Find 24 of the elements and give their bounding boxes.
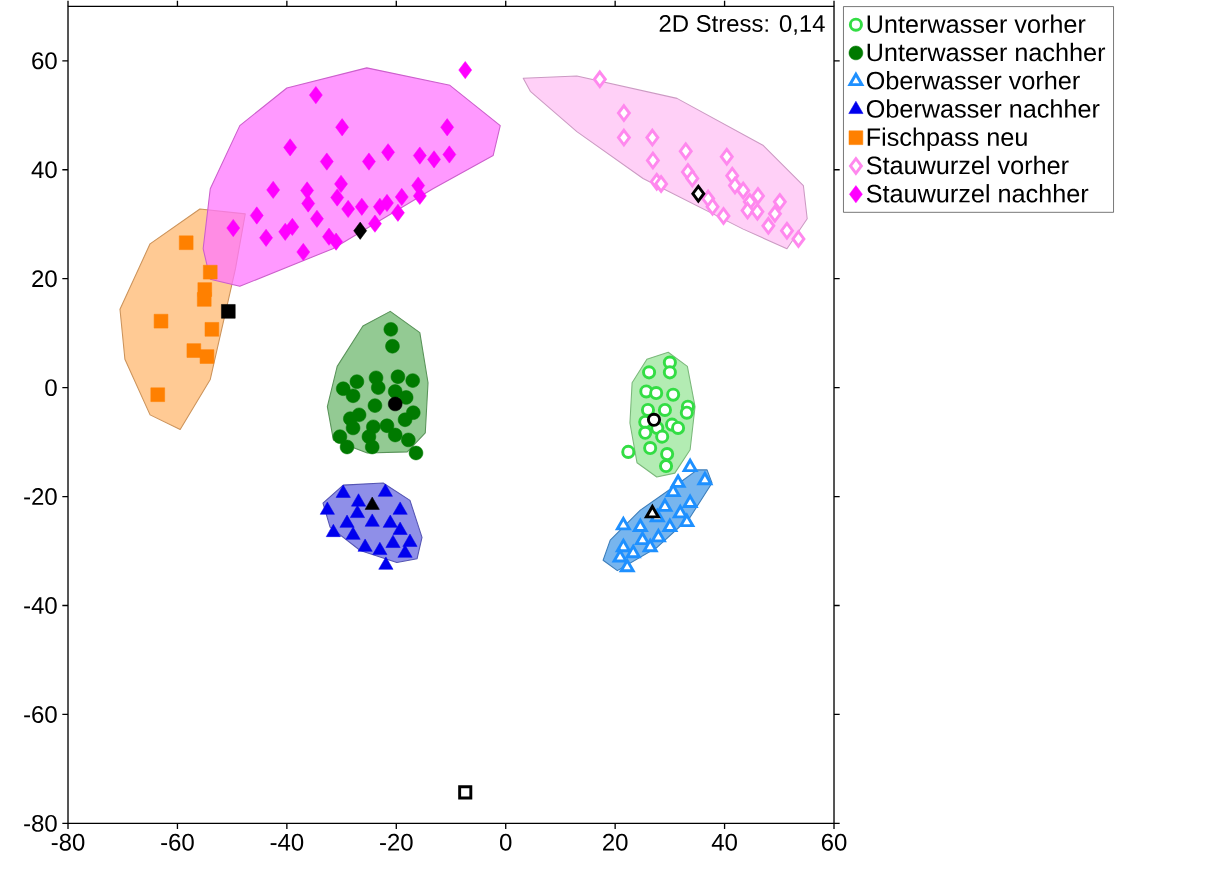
x-tick-label: -40 bbox=[270, 833, 304, 851]
y-tick-label: -60 bbox=[24, 705, 57, 723]
legend-label: Oberwasser nachher bbox=[866, 99, 1100, 118]
legend-label: Unterwasser vorher bbox=[867, 14, 1086, 33]
x-tick-label: 60 bbox=[821, 833, 847, 851]
y-tick-label: 40 bbox=[31, 161, 57, 179]
legend-label: Stauwurzel nachher bbox=[866, 183, 1089, 203]
annotation: 2D Stress: 0,14 bbox=[659, 14, 825, 35]
x-tick-label: 40 bbox=[711, 833, 737, 851]
x-tick-label: -60 bbox=[161, 833, 194, 851]
y-tick-label: 0 bbox=[45, 378, 57, 396]
y-tick-label: -80 bbox=[24, 814, 57, 832]
legend-label: Unterwasser nachher bbox=[867, 42, 1106, 62]
x-tick-label: -80 bbox=[51, 833, 85, 851]
legend-label: Stauwurzel vorher bbox=[866, 155, 1069, 175]
legend-label: Oberwasser vorher bbox=[866, 70, 1080, 90]
x-tick-label: 20 bbox=[603, 833, 628, 851]
y-tick-label: -40 bbox=[24, 596, 57, 614]
y-tick-label: 20 bbox=[32, 270, 57, 287]
legend-label: Fischpass neu bbox=[867, 127, 1027, 151]
x-tick-label: -20 bbox=[380, 833, 413, 851]
y-tick-label: -20 bbox=[24, 487, 57, 505]
x-tick-label: 0 bbox=[500, 833, 512, 851]
y-tick-label: 60 bbox=[32, 52, 57, 70]
